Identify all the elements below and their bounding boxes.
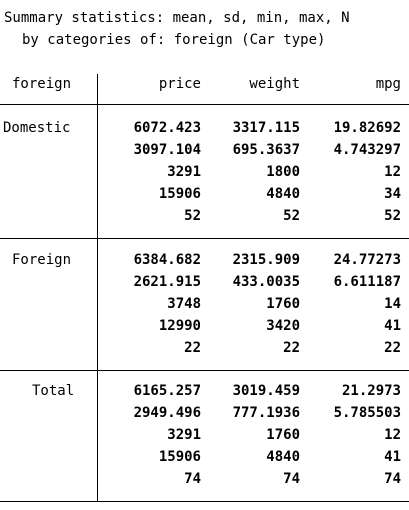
column-header-mpg: mpg — [375, 76, 401, 92]
table-cell: 74 — [184, 471, 201, 487]
table-cell: 22 — [283, 340, 300, 356]
table-cell: 2949.496 — [133, 405, 201, 421]
table-cell: 74 — [283, 471, 300, 487]
table-cell: 3748 — [167, 296, 201, 312]
table-cell: 21.2973 — [341, 383, 401, 399]
table-cell: 695.3637 — [232, 142, 300, 158]
bottom-rule — [0, 501, 409, 502]
table-cell: 12 — [384, 164, 401, 180]
table-cell: 24.77273 — [333, 252, 401, 268]
row-label-total: Total — [32, 383, 75, 399]
table-cell: 4840 — [266, 186, 300, 202]
table-cell: 19.82692 — [333, 120, 401, 136]
table-cell: 6165.257 — [133, 383, 201, 399]
table-cell: 74 — [384, 471, 401, 487]
table-cell: 4840 — [266, 449, 300, 465]
table-cell: 41 — [384, 449, 401, 465]
group-divider-2 — [0, 370, 409, 371]
table-cell: 3317.115 — [232, 120, 300, 136]
table-cell: 12990 — [158, 318, 201, 334]
table-cell: 777.1936 — [232, 405, 300, 421]
table-cell: 1800 — [266, 164, 300, 180]
column-header-price: price — [158, 76, 201, 92]
table-cell: 12 — [384, 427, 401, 443]
table-cell: 52 — [184, 208, 201, 224]
table-cell: 3420 — [266, 318, 300, 334]
table-cell: 14 — [384, 296, 401, 312]
header-rule — [0, 104, 409, 105]
table-cell: 1760 — [266, 296, 300, 312]
table-cell: 5.785503 — [333, 405, 401, 421]
table-cell: 3019.459 — [232, 383, 300, 399]
table-cell: 3291 — [167, 427, 201, 443]
row-label-domestic: Domestic — [3, 120, 71, 136]
column-header-weight: weight — [249, 76, 300, 92]
table-cell: 3097.104 — [133, 142, 201, 158]
group-divider-1 — [0, 238, 409, 239]
summary-subtitle: by categories of: foreign (Car type) — [22, 32, 326, 48]
table-cell: 41 — [384, 318, 401, 334]
table-cell: 15906 — [158, 449, 201, 465]
table-cell: 6072.423 — [133, 120, 201, 136]
row-label-foreign: Foreign — [12, 252, 72, 268]
table-cell: 52 — [283, 208, 300, 224]
table-cell: 2621.915 — [133, 274, 201, 290]
table-cell: 4.743297 — [333, 142, 401, 158]
table-cell: 15906 — [158, 186, 201, 202]
table-cell: 22 — [184, 340, 201, 356]
table-cell: 6384.682 — [133, 252, 201, 268]
table-cell: 52 — [384, 208, 401, 224]
table-cell: 22 — [384, 340, 401, 356]
table-cell: 6.611187 — [333, 274, 401, 290]
row-label-divider — [97, 74, 98, 502]
table-cell: 1760 — [266, 427, 300, 443]
table-cell: 433.0035 — [232, 274, 300, 290]
table-cell: 34 — [384, 186, 401, 202]
table-cell: 2315.909 — [232, 252, 300, 268]
column-header-foreign: foreign — [12, 76, 72, 92]
table-cell: 3291 — [167, 164, 201, 180]
summary-title: Summary statistics: mean, sd, min, max, … — [4, 10, 350, 26]
